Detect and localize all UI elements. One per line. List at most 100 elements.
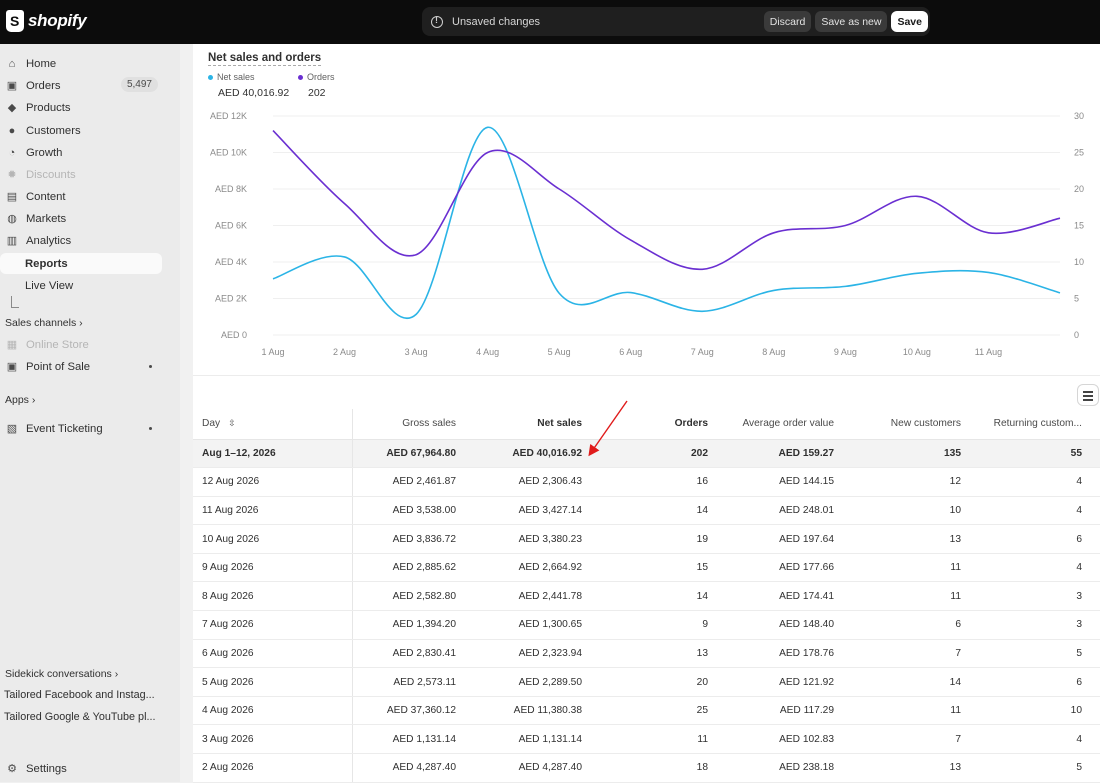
- report-panel: Net sales and orders Net sales Orders AE…: [193, 44, 1100, 782]
- cell-returning-customers: 3: [967, 611, 1100, 640]
- cell-gross-sales: AED 2,582.80: [352, 582, 462, 611]
- shopify-logo[interactable]: shopify: [6, 10, 86, 32]
- cell-average-order-value: AED 197.64: [714, 525, 840, 554]
- series-line-net-sales: [273, 127, 1060, 318]
- sidebar-item-online-store[interactable]: ▦ Online Store: [0, 334, 162, 355]
- sidebar-item-customers[interactable]: ● Customers: [0, 120, 162, 141]
- cell-returning-customers: 4: [967, 725, 1100, 754]
- cell-net-sales: AED 2,289.50: [462, 668, 588, 697]
- content-icon: ▤: [6, 191, 18, 203]
- cell-average-order-value: AED 159.27: [714, 439, 840, 468]
- cell-average-order-value: AED 177.66: [714, 553, 840, 582]
- x-axis-tick-label: 8 Aug: [762, 347, 785, 357]
- orders-count-badge: 5,497: [121, 77, 158, 92]
- sidebar-item-markets[interactable]: ◍ Markets: [0, 208, 162, 229]
- x-axis-tick-label: 7 Aug: [691, 347, 714, 357]
- cell-orders: 14: [588, 496, 714, 525]
- x-axis-tick-label: 3 Aug: [405, 347, 428, 357]
- home-icon: ⌂: [6, 58, 18, 70]
- gear-badge-icon: ✹: [6, 169, 18, 181]
- chart-title[interactable]: Net sales and orders: [208, 52, 321, 66]
- cell-net-sales: AED 40,016.92: [462, 439, 588, 468]
- cell-orders: 202: [588, 439, 714, 468]
- cell-new-customers: 6: [840, 611, 967, 640]
- cell-gross-sales: AED 3,836.72: [352, 525, 462, 554]
- sidebar-item-point-of-sale[interactable]: ▣ Point of Sale: [0, 356, 162, 377]
- cell-returning-customers: 5: [967, 639, 1100, 668]
- sidekick-conversation-item[interactable]: Tailored Google & YouTube pl...: [4, 711, 155, 723]
- save-button[interactable]: Save: [891, 11, 928, 32]
- legend-orders: Orders: [298, 72, 335, 82]
- sales-channels-heading[interactable]: Sales channels ›: [5, 317, 83, 329]
- column-header-orders[interactable]: Orders: [588, 409, 714, 439]
- cell-average-order-value: AED 148.40: [714, 611, 840, 640]
- cell-day: 2 Aug 2026: [193, 754, 352, 783]
- cell-net-sales: AED 11,380.38: [462, 696, 588, 725]
- discard-button[interactable]: Discard: [764, 11, 812, 32]
- sort-icon[interactable]: ⇳: [228, 418, 236, 429]
- sidebar-item-home[interactable]: ⌂ Home: [0, 53, 162, 74]
- cell-day: 11 Aug 2026: [193, 496, 352, 525]
- orders-total: 202: [308, 87, 326, 99]
- cell-gross-sales: AED 1,394.20: [352, 611, 462, 640]
- sidebar-item-content[interactable]: ▤ Content: [0, 186, 162, 207]
- submenu-connector: [11, 296, 19, 308]
- cell-new-customers: 13: [840, 754, 967, 783]
- sidebar-item-products[interactable]: ◆ Products: [0, 97, 162, 118]
- cell-orders: 25: [588, 696, 714, 725]
- cell-orders: 13: [588, 639, 714, 668]
- column-header-returning-customers[interactable]: Returning custom...: [967, 409, 1100, 439]
- divider: [193, 375, 1100, 376]
- left-axis-tick-label: AED 2K: [215, 294, 247, 304]
- column-header-day[interactable]: Day⇳: [193, 409, 352, 439]
- sidekick-heading[interactable]: Sidekick conversations ›: [5, 668, 118, 680]
- left-axis-tick-label: AED 4K: [215, 257, 247, 267]
- cell-new-customers: 11: [840, 582, 967, 611]
- sidebar-item-growth[interactable]: ◔ Growth: [0, 142, 162, 163]
- column-header-gross-sales[interactable]: Gross sales: [352, 409, 462, 439]
- cell-new-customers: 12: [840, 468, 967, 497]
- ticket-icon: ▧: [6, 423, 18, 435]
- gauge-icon: ◔: [6, 147, 18, 159]
- cell-day: 5 Aug 2026: [193, 668, 352, 697]
- sidebar-item-settings[interactable]: ⚙ Settings: [0, 758, 162, 779]
- cell-net-sales: AED 2,664.92: [462, 553, 588, 582]
- inbox-icon: ▣: [6, 80, 18, 92]
- sidebar-item-discounts[interactable]: ✹ Discounts: [0, 164, 162, 185]
- sidebar-item-label: Point of Sale: [26, 361, 90, 373]
- sidebar-item-analytics[interactable]: ▥ Analytics: [0, 230, 162, 251]
- column-header-net-sales[interactable]: Net sales: [462, 409, 588, 439]
- left-axis-tick-label: AED 12K: [210, 111, 247, 121]
- cell-orders: 11: [588, 725, 714, 754]
- cell-net-sales: AED 2,306.43: [462, 468, 588, 497]
- x-axis-tick-label: 4 Aug: [476, 347, 499, 357]
- right-axis-tick-label: 30: [1074, 111, 1084, 121]
- cell-gross-sales: AED 2,461.87: [352, 468, 462, 497]
- right-axis-tick-label: 15: [1074, 221, 1084, 231]
- net-sales-total: AED 40,016.92: [218, 87, 289, 99]
- sidebar-item-label: Analytics: [26, 235, 71, 247]
- column-header-average-order-value[interactable]: Average order value: [714, 409, 840, 439]
- save-as-new-button[interactable]: Save as new: [815, 11, 887, 32]
- cell-returning-customers: 4: [967, 468, 1100, 497]
- cell-average-order-value: AED 121.92: [714, 668, 840, 697]
- sidebar-item-event-ticketing[interactable]: ▧ Event Ticketing: [0, 418, 162, 439]
- cell-returning-customers: 4: [967, 553, 1100, 582]
- sidebar-item-live-view[interactable]: Live View: [0, 275, 162, 296]
- cell-day: 9 Aug 2026: [193, 553, 352, 582]
- cell-net-sales: AED 2,441.78: [462, 582, 588, 611]
- sidebar-item-orders[interactable]: ▣ Orders 5,497: [0, 75, 162, 96]
- table-view-button[interactable]: [1077, 384, 1099, 406]
- cell-new-customers: 10: [840, 496, 967, 525]
- sidebar-item-reports[interactable]: Reports: [0, 253, 162, 274]
- x-axis-tick-label: 5 Aug: [548, 347, 571, 357]
- apps-heading[interactable]: Apps ›: [5, 394, 35, 406]
- cell-returning-customers: 6: [967, 525, 1100, 554]
- sidekick-conversation-item[interactable]: Tailored Facebook and Instag...: [4, 689, 155, 701]
- sidebar-item-label: Discounts: [26, 169, 76, 181]
- column-header-new-customers[interactable]: New customers: [840, 409, 967, 439]
